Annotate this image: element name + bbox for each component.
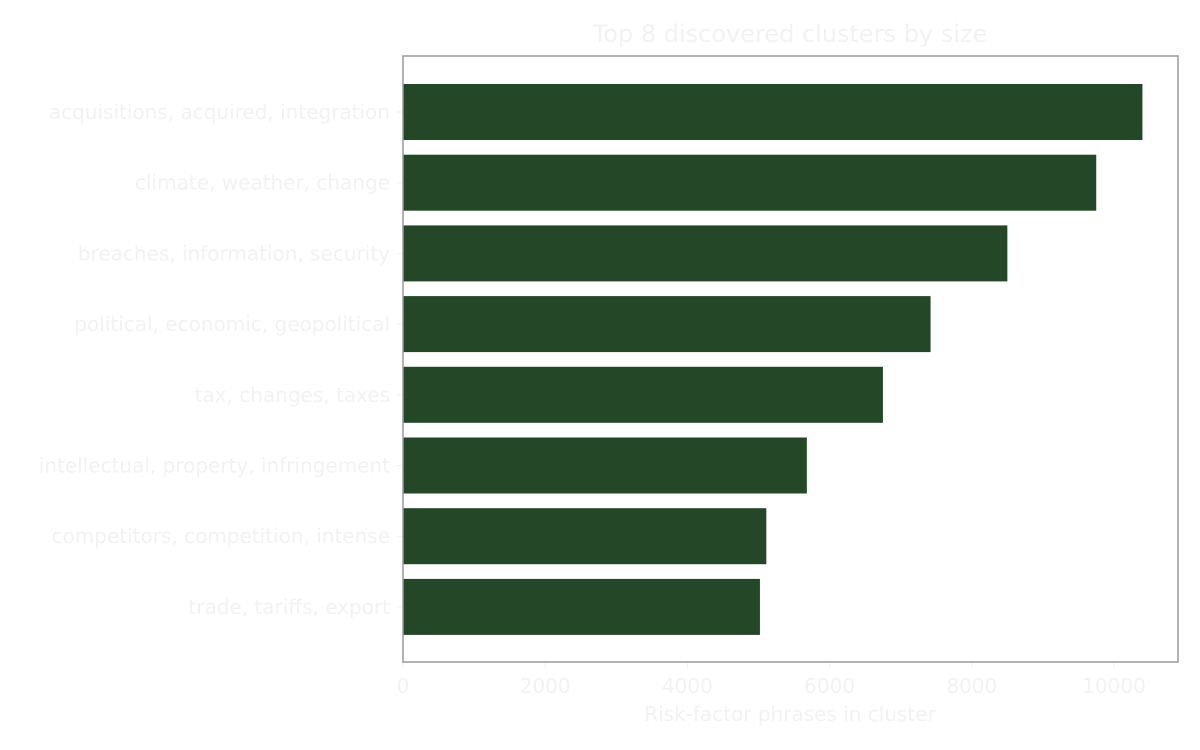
x-tick-label: 6000 [804, 674, 855, 698]
bars-group [403, 84, 1143, 635]
y-tick-label: climate, weather, change [135, 171, 390, 195]
plot-frame [402, 55, 1179, 663]
y-axis-labels: acquisitions, acquired, integration clima… [39, 100, 403, 619]
x-tick-label: 8000 [946, 674, 997, 698]
x-tick-label: 2000 [520, 674, 571, 698]
y-tick-label: intellectual, property, infringement [39, 454, 390, 478]
x-axis-label: Risk-factor phrases in cluster [644, 702, 936, 726]
y-tick-label: breaches, information, security [78, 241, 390, 265]
x-axis-ticks: 0 2000 4000 6000 8000 10000 [397, 662, 1146, 698]
bar [403, 578, 760, 635]
bar [403, 225, 1008, 282]
bar [403, 296, 931, 353]
bar [403, 84, 1143, 140]
y-tick-label: acquisitions, acquired, integration [49, 100, 390, 124]
bar [403, 437, 807, 494]
bar [403, 154, 1097, 211]
x-tick-label: 10000 [1082, 674, 1146, 698]
x-tick-label: 4000 [662, 674, 713, 698]
y-tick-label: competitors, competition, intense [52, 524, 390, 548]
y-tick-label: trade, tariffs, export [188, 595, 390, 619]
y-tick-label: political, economic, geopolitical [74, 312, 390, 336]
x-tick-label: 0 [397, 674, 410, 698]
y-tick-label: tax, changes, taxes [195, 383, 390, 407]
bar [403, 508, 767, 565]
chart-title: Top 8 discovered clusters by size [592, 20, 988, 48]
bar [403, 366, 883, 423]
